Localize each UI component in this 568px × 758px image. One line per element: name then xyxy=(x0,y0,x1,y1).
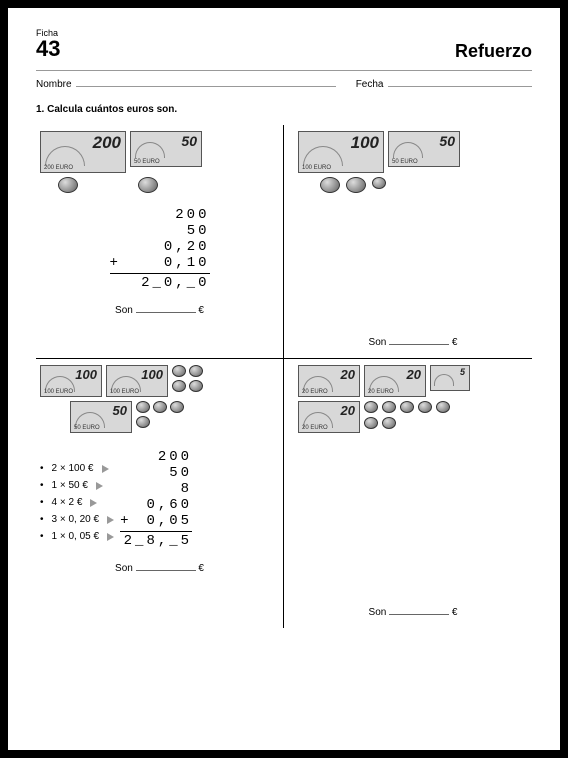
q2-money: 100 100 EURO 50 50 EURO xyxy=(298,131,528,173)
q1-answer: Son € xyxy=(40,303,279,316)
banknote-20: 20 20 EURO xyxy=(364,365,426,397)
q2-answer: Son € xyxy=(298,335,528,348)
nombre-blank[interactable] xyxy=(76,77,336,87)
bullet-row: •4 × 2 € xyxy=(40,497,114,508)
answer-blank[interactable] xyxy=(389,605,449,615)
name-date-row: Nombre Fecha xyxy=(36,70,532,90)
q3-calculation: 200 50 8 0,60 +0,05 2_8,_5 xyxy=(120,449,192,549)
nombre-field: Nombre xyxy=(36,77,336,90)
banknote-100: 100 100 EURO xyxy=(298,131,384,173)
coin-icon xyxy=(400,401,414,413)
banknote-200: 200 200 EURO xyxy=(40,131,126,173)
coin-icon xyxy=(382,401,396,413)
banknote-50: 50 50 EURO xyxy=(130,131,202,167)
coin-icon xyxy=(170,401,184,413)
fecha-blank[interactable] xyxy=(388,77,533,87)
arrow-right-icon xyxy=(107,533,114,541)
q3-answer: Son € xyxy=(40,561,279,574)
bullet-row: •3 × 0, 20 € xyxy=(40,514,114,525)
coin-icon xyxy=(172,365,186,377)
coin-icon xyxy=(436,401,450,413)
q4-coins xyxy=(364,401,454,429)
arrow-right-icon xyxy=(90,499,97,507)
q1-coins xyxy=(58,177,279,193)
answer-blank[interactable] xyxy=(389,335,449,345)
q3-coins-2 xyxy=(136,401,196,428)
coin-icon xyxy=(189,365,203,377)
header: Ficha 43 Refuerzo xyxy=(36,28,532,62)
worksheet-page: Ficha 43 Refuerzo Nombre Fecha 1. Calcul… xyxy=(8,8,560,750)
banknote-100: 100 100 EURO xyxy=(106,365,168,397)
q3-money-row2: 50 50 EURO xyxy=(40,401,279,433)
coin-icon xyxy=(382,417,396,429)
bullet-row: •1 × 50 € xyxy=(40,480,114,491)
answer-blank[interactable] xyxy=(136,303,196,313)
coin-icon xyxy=(320,177,340,193)
ficha-box: Ficha 43 xyxy=(36,28,60,62)
q3-bullets: •2 × 100 € •1 × 50 € •4 × 2 € •3 × 0, 20… xyxy=(40,463,114,548)
coin-icon xyxy=(418,401,432,413)
fecha-label: Fecha xyxy=(356,79,384,90)
page-title: Refuerzo xyxy=(455,41,532,62)
fecha-field: Fecha xyxy=(356,77,532,90)
bullet-row: •1 × 0, 05 € xyxy=(40,531,114,542)
banknote-20: 20 20 EURO xyxy=(298,401,360,433)
cell-q3: 100 100 EURO 100 100 EURO 50 xyxy=(36,359,284,628)
coin-icon xyxy=(136,401,150,413)
coin-icon xyxy=(189,380,203,392)
q3-coins-col xyxy=(172,365,203,392)
coin-icon xyxy=(138,177,158,193)
arrow-right-icon xyxy=(102,465,109,473)
coin-icon xyxy=(364,401,378,413)
coin-icon xyxy=(346,177,366,193)
cell-q1: 200 200 EURO 50 50 EURO 200 50 0,20 +0,1… xyxy=(36,125,284,359)
bullet-row: •2 × 100 € xyxy=(40,463,114,474)
q1-money: 200 200 EURO 50 50 EURO xyxy=(40,131,279,173)
q1-calculation: 200 50 0,20 +0,10 2_0,_0 xyxy=(110,207,210,291)
banknote-5: 5 xyxy=(430,365,470,391)
coin-icon xyxy=(58,177,78,193)
q4-answer: Son € xyxy=(298,605,528,618)
coin-icon xyxy=(136,416,150,428)
answer-blank[interactable] xyxy=(136,561,196,571)
arrow-right-icon xyxy=(96,482,103,490)
coin-icon xyxy=(153,401,167,413)
arrow-right-icon xyxy=(107,516,114,524)
coin-icon xyxy=(364,417,378,429)
question-text: 1. Calcula cuántos euros son. xyxy=(36,104,532,115)
q3-work: •2 × 100 € •1 × 50 € •4 × 2 € •3 × 0, 20… xyxy=(40,449,279,549)
coin-icon xyxy=(372,177,386,189)
cell-q4: 20 20 EURO 20 20 EURO 5 20 2 xyxy=(284,359,532,628)
q4-money: 20 20 EURO 20 20 EURO 5 xyxy=(298,365,528,397)
banknote-50: 50 50 EURO xyxy=(70,401,132,433)
q2-coins xyxy=(320,177,528,193)
nombre-label: Nombre xyxy=(36,79,72,90)
coin-icon xyxy=(172,380,186,392)
banknote-100: 100 100 EURO xyxy=(40,365,102,397)
ficha-number: 43 xyxy=(36,36,60,62)
cell-q2: 100 100 EURO 50 50 EURO Son € xyxy=(284,125,532,359)
q4-money-row2: 20 20 EURO xyxy=(298,401,528,433)
q3-money: 100 100 EURO 100 100 EURO xyxy=(40,365,279,397)
banknote-50: 50 50 EURO xyxy=(388,131,460,167)
banknote-20: 20 20 EURO xyxy=(298,365,360,397)
exercise-grid: 200 200 EURO 50 50 EURO 200 50 0,20 +0,1… xyxy=(36,125,532,628)
